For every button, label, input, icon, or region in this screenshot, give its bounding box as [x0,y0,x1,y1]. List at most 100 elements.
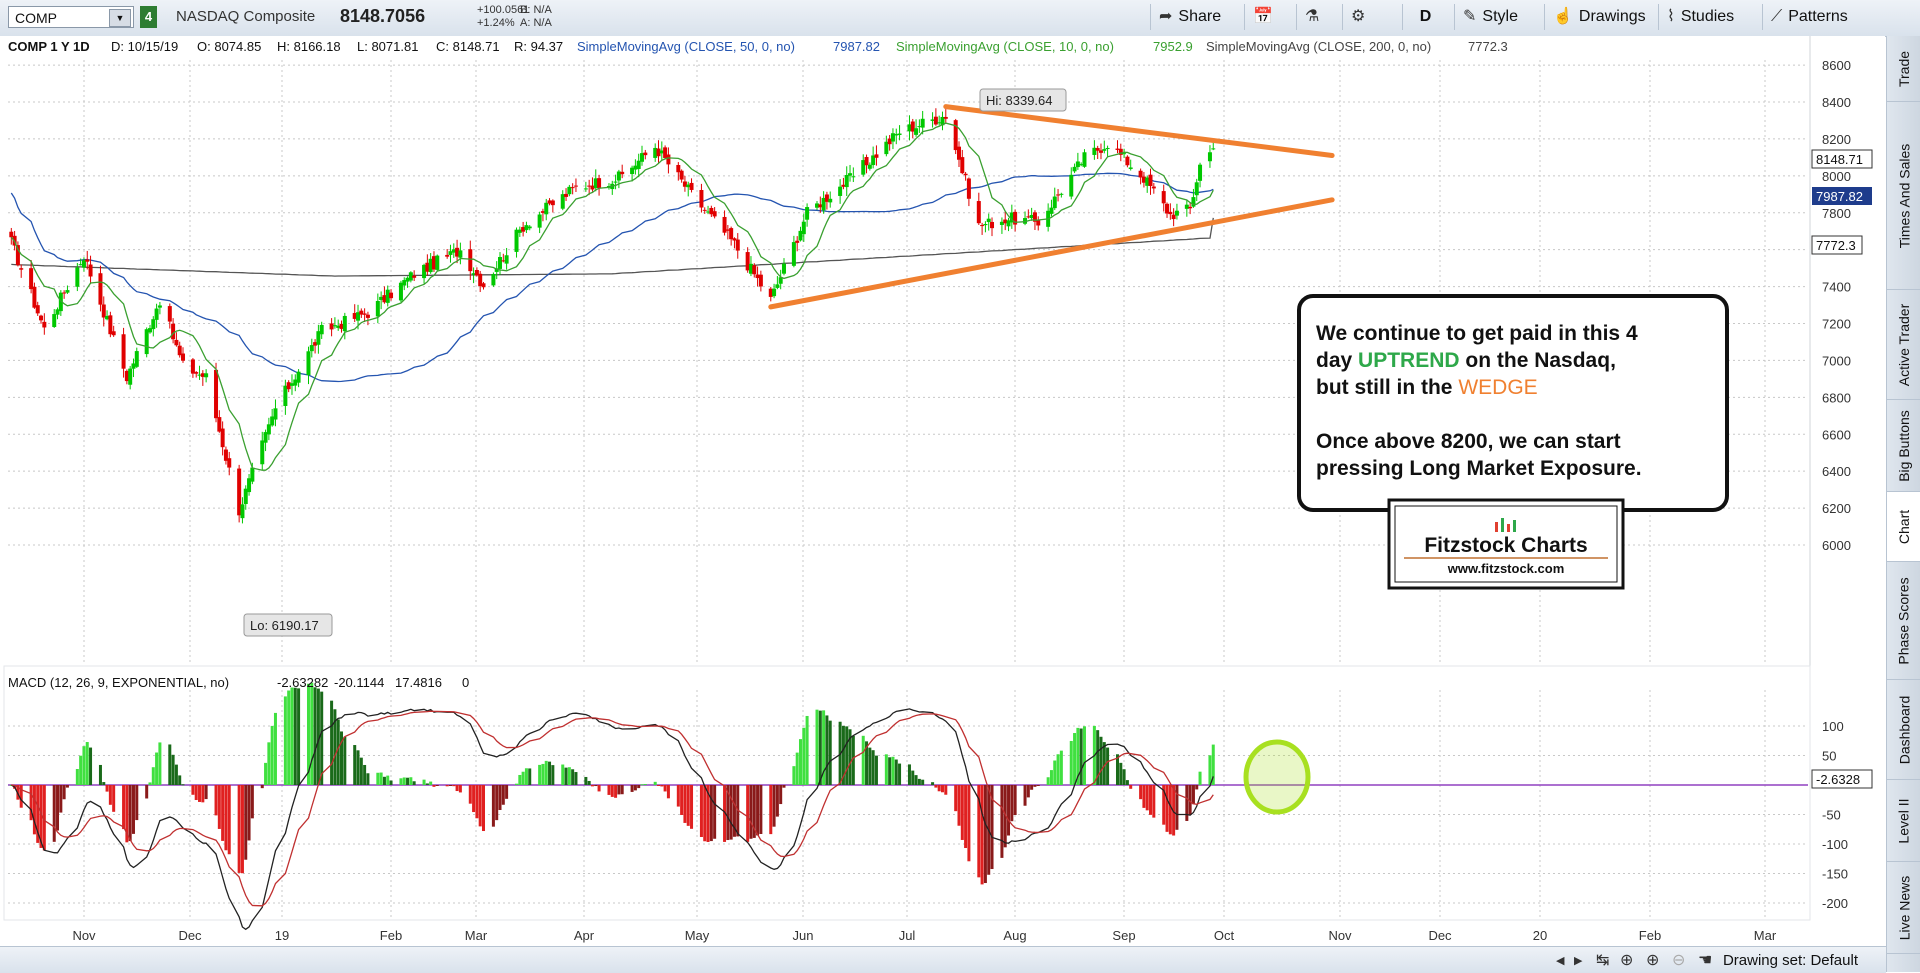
candle-body [9,231,14,238]
zoom-in-icon[interactable]: ⊕ [1646,952,1660,969]
macd-histogram-bar [1013,785,1017,815]
candle-body [474,269,479,276]
candle-body [1026,216,1031,218]
candle-body [75,267,80,287]
drawings-button[interactable]: ☝ Drawings [1544,4,1654,30]
scroll-left-icon[interactable]: ◀ [1556,955,1565,967]
macd-histogram-bar [851,735,855,785]
macd-histogram-bar [1191,785,1195,805]
link-group-badge[interactable]: 4 [140,6,157,28]
candle-body [841,184,846,187]
legend-sma200-value: 7772.3 [1468,39,1508,54]
macd-histogram-bar [75,769,79,785]
tab-big-buttons[interactable]: Big Buttons [1887,400,1920,492]
tab-chart[interactable]: Chart [1887,492,1920,562]
macd-histogram-bar [363,764,367,785]
macd-histogram-bar [306,683,310,785]
tab-level-ii[interactable]: Level II [1887,780,1920,862]
macd-histogram-bar [874,755,878,785]
macd-histogram-bar [1079,728,1083,785]
drawing-set-label[interactable]: Drawing set: Default [1722,952,1858,969]
change-abs: +100.0561 [477,4,530,16]
annotation-callout[interactable]: We continue to get paid in this 4 day UP… [1297,294,1729,512]
candle-body [791,242,796,266]
candle-body [39,315,44,321]
symbol-input[interactable]: COMP ▼ [8,6,134,28]
candle-body [540,211,545,213]
macd-histogram-bar [544,760,548,785]
aggregation-button[interactable]: D [1402,4,1448,30]
style-button[interactable]: ✎ Style [1454,4,1540,30]
macd-histogram-bar [538,764,542,785]
tab-live-news[interactable]: Live News [1887,862,1920,954]
time-tick-label: Mar [1754,928,1777,943]
time-tick-label: 20 [1533,928,1547,943]
flask-icon: ⚗ [1305,8,1320,25]
candle-body [220,428,225,448]
candle-body [134,351,139,367]
legend-sma10-label[interactable]: SimpleMovingAvg (CLOSE, 10, 0, no) [896,39,1114,54]
macd-label[interactable]: MACD (12, 26, 9, EXPONENTIAL, no) [8,675,229,690]
tab-big-buttons-label: Big Buttons [1896,409,1913,482]
candle-body [986,218,991,223]
candle-body [1023,218,1028,224]
candle-body [1141,176,1146,183]
crosshair-icon[interactable]: ⊕ [1620,952,1634,969]
macd-histogram-bar [29,785,33,821]
legend-sma10-value: 7952.9 [1153,39,1193,54]
candle-body [174,339,179,346]
chevron-down-icon[interactable]: ▼ [109,9,131,27]
tab-active-trader[interactable]: Active Trader [1887,290,1920,400]
candle-body [85,259,90,262]
legend-sma50-label[interactable]: SimpleMovingAvg (CLOSE, 50, 0, no) [577,39,795,54]
tab-phase-scores[interactable]: Phase Scores [1887,562,1920,680]
candle-body [1029,214,1034,219]
candle-body [121,334,126,369]
macd-histogram-bar [1188,785,1192,815]
candle-body [1211,148,1216,150]
candle-body [316,331,321,345]
candle-body [821,197,826,211]
tab-dashboard[interactable]: Dashboard [1887,680,1920,780]
time-tick-label: May [685,928,710,943]
patterns-button[interactable]: ⟋ Patterns [1762,4,1868,30]
tab-times-and-sales[interactable]: Times And Sales [1887,102,1920,290]
events-button[interactable]: 📅 [1244,4,1290,30]
macd-histogram-bar [891,756,895,785]
scroll-reset-icon[interactable]: ↹ [1596,952,1610,969]
candle-body [1198,164,1203,181]
candle-body [871,155,876,166]
macd-histogram-bar [158,742,162,785]
macd-histogram-bar [1165,785,1169,832]
candle-body [32,286,37,308]
tab-trade[interactable]: Trade [1887,36,1920,102]
candle-body [1003,219,1008,224]
pan-hand-icon[interactable]: ☚ [1698,952,1713,969]
macd-histogram-bar [620,785,624,795]
legend-range: R: 94.37 [514,39,563,54]
flask-button[interactable]: ⚗ [1296,4,1336,30]
share-button[interactable]: ➦ Share [1150,4,1238,30]
symbol-text: COMP [15,10,57,26]
legend-sma200-label[interactable]: SimpleMovingAvg (CLOSE, 200, 0, no) [1206,39,1431,54]
macd-histogram-bar [752,785,756,838]
candle-body [98,273,103,305]
macd-histogram-bar [389,780,393,785]
macd-histogram-bar [980,785,984,885]
candle-body [339,323,344,329]
candle-body [567,186,572,195]
macd-histogram-bar [643,784,647,786]
macd-histogram-bar [1119,762,1123,785]
studies-button[interactable]: ⌇ Studies [1658,4,1752,30]
ask-value: A: N/A [520,17,552,29]
time-tick-label: Apr [574,928,595,943]
macd-histogram-bar [62,785,66,800]
chart-area[interactable]: 8600840082008000780076007400720070006800… [0,36,1885,956]
time-tick-label: Feb [1639,928,1661,943]
scroll-right-icon[interactable]: ▶ [1574,955,1583,967]
wedge-trendlines[interactable] [768,104,1335,310]
zoom-out-icon[interactable]: ⊖ [1672,952,1686,969]
macd-histogram-bar [82,746,86,785]
settings-button[interactable]: ⚙ [1342,4,1382,30]
candle-body [1191,197,1196,207]
